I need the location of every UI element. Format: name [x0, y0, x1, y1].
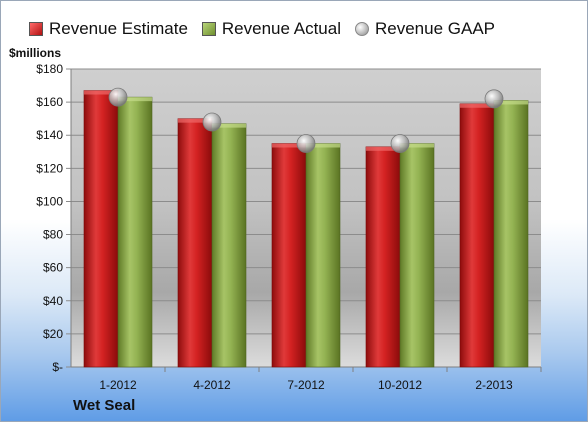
bar-revenue-estimate [177, 118, 213, 368]
bar-revenue-estimate-top [178, 118, 212, 123]
y-tick-label: $120 [36, 161, 63, 175]
y-tick-label: $60 [43, 261, 63, 275]
bar-revenue-estimate-top [84, 90, 118, 95]
legend-swatch-actual [201, 22, 216, 36]
legend-label-gaap: Revenue GAAP [375, 19, 496, 38]
legend-item-actual: Revenue Actual [201, 19, 341, 39]
x-tick-label: 4-2012 [193, 378, 231, 392]
bar-revenue-estimate-top [366, 146, 400, 151]
y-tick-label: $40 [43, 294, 63, 308]
legend-swatch-gaap [355, 22, 369, 36]
marker-revenue-gaap [202, 112, 222, 132]
legend-label-estimate: Revenue Estimate [49, 19, 188, 38]
marker-revenue-gaap [108, 87, 128, 107]
bar-revenue-estimate [459, 103, 495, 368]
bar-revenue-actual [493, 100, 529, 368]
bar-revenue-actual-top [494, 100, 528, 105]
y-tick-label: $160 [36, 95, 63, 109]
x-tick-label: 2-2013 [475, 378, 513, 392]
y-tick-label: $100 [36, 194, 63, 208]
bar-revenue-actual-top [118, 97, 152, 102]
y-tick-label: $- [52, 360, 63, 374]
bar-revenue-estimate [271, 143, 307, 368]
bar-revenue-actual-top [212, 123, 246, 128]
marker-revenue-gaap [296, 134, 316, 153]
bar-revenue-actual-top [400, 143, 434, 148]
bar-revenue-estimate-top [272, 143, 306, 148]
x-tick-label: 7-2012 [287, 378, 325, 392]
legend-item-gaap: Revenue GAAP [355, 19, 495, 39]
y-tick-label: $180 [36, 62, 63, 76]
marker-revenue-gaap [484, 89, 504, 109]
bar-revenue-actual [399, 143, 435, 368]
y-tick-label: $20 [43, 327, 63, 341]
legend-item-estimate: Revenue Estimate [29, 19, 188, 39]
y-axis-unit-label: $millions [9, 46, 62, 60]
bar-revenue-estimate [365, 146, 401, 368]
legend-swatch-estimate [29, 22, 43, 36]
marker-revenue-gaap [390, 134, 410, 153]
bar-revenue-estimate-top [460, 103, 494, 108]
bar-revenue-actual-top [306, 143, 340, 148]
y-tick-label: $80 [43, 228, 63, 242]
legend: Revenue Estimate Revenue Actual Revenue … [29, 18, 495, 40]
x-tick-label: 10-2012 [378, 378, 422, 392]
company-name: Wet Seal [73, 397, 136, 414]
bar-revenue-actual [305, 143, 341, 368]
bar-revenue-actual [211, 123, 247, 368]
bar-revenue-estimate [83, 90, 119, 368]
legend-label-actual: Revenue Actual [221, 19, 341, 38]
bar-revenue-actual [117, 96, 153, 368]
y-tick-label: $140 [36, 128, 63, 142]
x-tick-label: 1-2012 [99, 378, 137, 392]
